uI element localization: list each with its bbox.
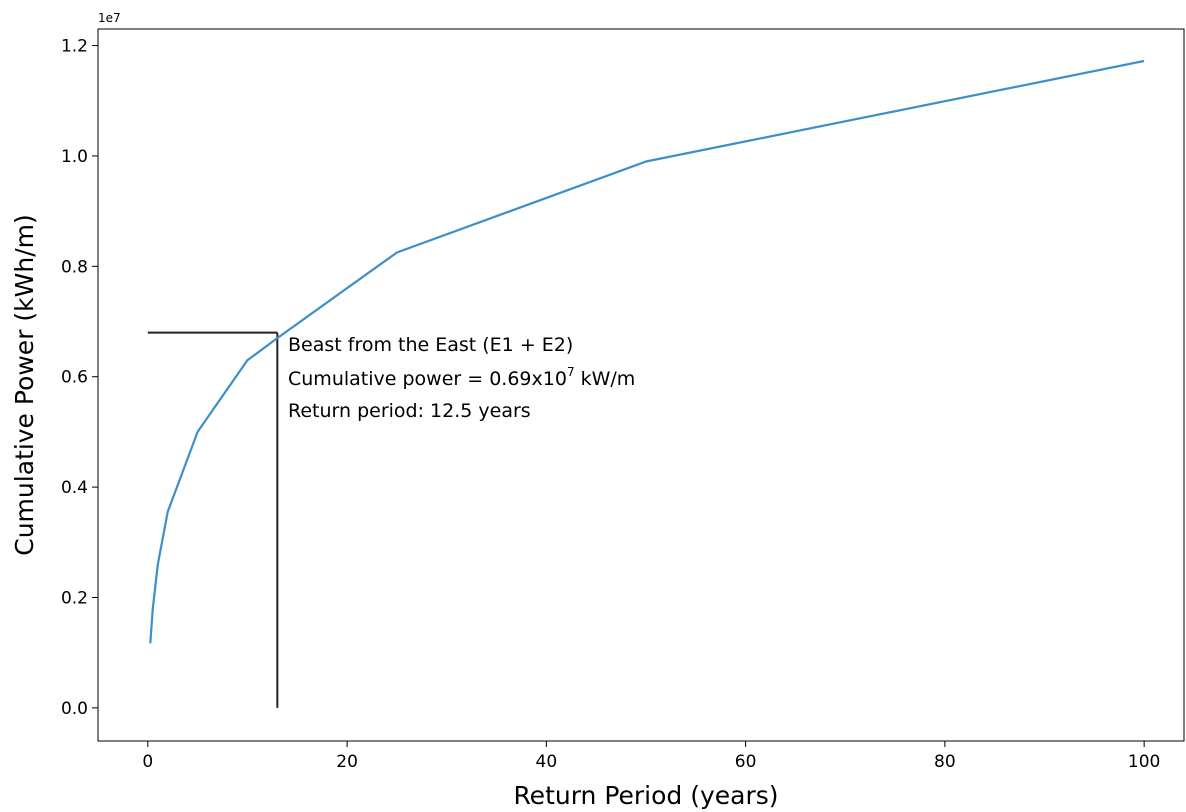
y-tick-label: 0.4 [61, 478, 88, 498]
annotation-line-2-prefix: Cumulative power = 0.69x10 [288, 368, 567, 390]
plot-frame [97, 28, 1185, 742]
annotation-line-2: Cumulative power = 0.69x107 kW/m [288, 365, 635, 390]
y-tick-label: 0.8 [61, 257, 88, 277]
y-tick-label: 0.6 [61, 368, 88, 388]
x-axis-ticks: 0 20 40 60 80 100 [142, 741, 1160, 772]
y-offset-label: 1e7 [98, 11, 121, 25]
y-tick-label: 1.2 [61, 37, 88, 57]
x-tick-label: 20 [336, 752, 358, 772]
annotation-line-2-sup: 7 [567, 365, 575, 379]
x-tick-label: 80 [934, 752, 956, 772]
annotation-line-3: Return period: 12.5 years [288, 400, 531, 422]
y-tick-label: 1.0 [61, 147, 88, 167]
annotation-line-1: Beast from the East (E1 + E2) [288, 334, 573, 356]
annotation: Beast from the East (E1 + E2) Cumulative… [288, 334, 635, 422]
series-line [149, 59, 1145, 644]
y-tick-label: 0.2 [61, 588, 88, 608]
x-tick-label: 40 [536, 752, 558, 772]
y-axis-ticks: 0.0 0.2 0.4 0.6 0.8 1.0 1.2 [61, 37, 98, 719]
reference-lines [147, 331, 279, 708]
x-axis-title: Return Period (years) [513, 781, 778, 810]
annotation-line-2-suffix: kW/m [575, 368, 636, 390]
x-tick-label: 100 [1128, 752, 1160, 772]
y-axis-title: Cumulative Power (kWh/m) [10, 214, 39, 556]
y-tick-label: 0.0 [61, 699, 88, 719]
x-tick-label: 0 [142, 752, 153, 772]
x-tick-label: 60 [735, 752, 757, 772]
